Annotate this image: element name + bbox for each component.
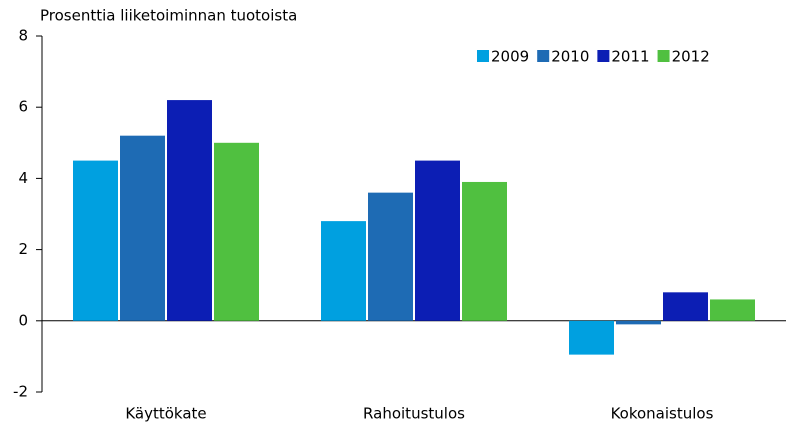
legend-swatch: [477, 50, 489, 62]
bar: [167, 100, 212, 321]
legend-swatch: [597, 50, 610, 62]
y-tick-label: 4: [18, 169, 28, 187]
bar: [616, 320, 661, 325]
x-tick-label: Käyttökate: [125, 405, 206, 423]
bar: [663, 292, 708, 321]
bar: [710, 299, 755, 321]
y-tick-label: 0: [18, 311, 28, 329]
y-axis-label: Prosenttia liiketoiminnan tuotoista: [40, 7, 297, 25]
legend-swatch: [657, 50, 670, 62]
legend-label: 2012: [672, 48, 710, 66]
legend-label: 2010: [551, 48, 589, 66]
bar: [321, 221, 366, 321]
y-tick-label: 8: [18, 27, 28, 45]
x-tick-label: Kokonaistulos: [611, 405, 714, 423]
bar: [368, 192, 413, 321]
bar: [569, 320, 614, 355]
x-tick-label: Rahoitustulos: [363, 405, 465, 423]
legend-swatch: [537, 50, 550, 62]
y-tick-label: 6: [18, 98, 28, 116]
bar: [462, 181, 507, 321]
bar: [415, 160, 460, 321]
y-tick-label: -2: [13, 383, 28, 401]
bar: [214, 142, 259, 321]
y-tick-label: 2: [18, 240, 28, 258]
bar: [73, 160, 118, 321]
legend-label: 2011: [611, 48, 649, 66]
bar: [120, 135, 165, 321]
legend-label: 2009: [491, 48, 529, 66]
